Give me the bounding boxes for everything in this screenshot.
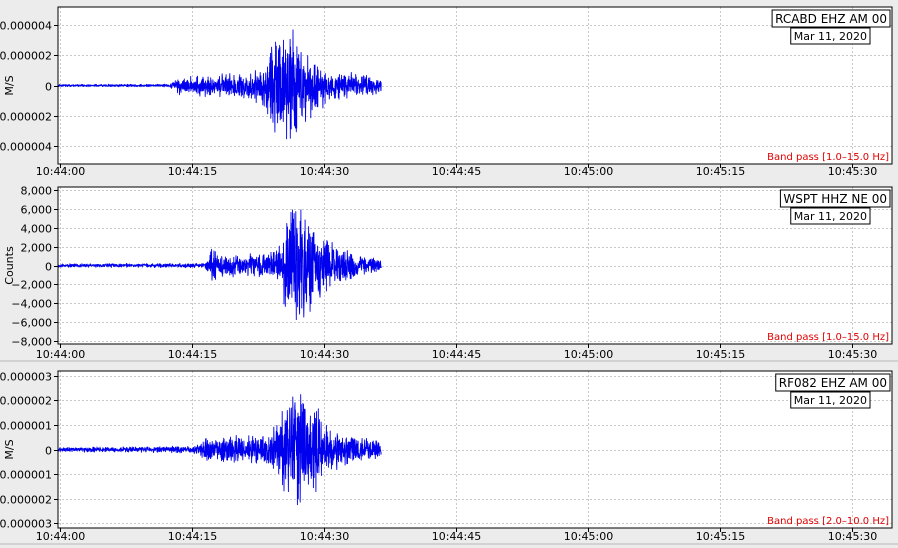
seismogram-panel-2: 8,000 6,000 4,000 2,000 0 −2,000 −4,000 −6,000 −…	[3, 185, 893, 361]
waveform-trace	[57, 29, 382, 140]
x-tick-label: 10:45:00	[564, 348, 613, 361]
y-tick-label: 0	[45, 81, 52, 94]
y-axis: 8,000 6,000 4,000 2,000 0 −2,000 −4,000 −6,000 −…	[11, 185, 58, 349]
y-axis-label: M/S	[3, 75, 16, 95]
x-tick-label: 10:45:15	[696, 165, 745, 178]
x-tick-label: 10:44:00	[36, 530, 85, 543]
x-tick-label: 10:44:30	[300, 348, 349, 361]
x-axis: 10:44:00 10:44:15 10:44:30 10:44:45 10:45:00…	[36, 344, 877, 361]
date-label-frame	[790, 27, 871, 45]
date-label: Mar 11, 2020	[794, 210, 867, 223]
y-tick-label: −6,000	[11, 317, 52, 330]
date-label-frame	[790, 207, 871, 225]
y-tick-label: 0.000003	[0, 371, 52, 384]
waveform-trace	[57, 394, 382, 506]
y-tick-label: 0.000001	[0, 420, 52, 433]
station-label-box: WSPT HHZ NE 00	[779, 189, 891, 208]
y-tick-label: 0.000001	[0, 469, 52, 482]
filter-label: Band pass [1.0–15.0 Hz]	[767, 152, 889, 163]
y-tick-label: 6,000	[21, 204, 53, 217]
x-tick-label: 10:45:15	[696, 348, 745, 361]
station-label: RCABD EHZ AM 00	[775, 12, 887, 26]
x-tick-label: 10:45:00	[564, 165, 613, 178]
y-tick-label: −4,000	[11, 298, 52, 311]
filter-label: Band pass [2.0–10.0 Hz]	[767, 516, 889, 527]
y-tick-label: 8,000	[21, 185, 53, 198]
y-axis-label: Counts	[3, 246, 16, 285]
filter-label: Band pass [1.0–15.0 Hz]	[767, 332, 889, 343]
y-tick-label: 2,000	[21, 242, 53, 255]
x-tick-label: 10:44:30	[300, 165, 349, 178]
y-axis: 0.000004 0.000002 0 0.000002 0.000004	[0, 20, 58, 154]
x-axis: 10:44:00 10:44:15 10:44:30 10:44:45 10:45:00…	[36, 164, 877, 178]
y-tick-label: 0	[45, 445, 52, 458]
x-tick-label: 10:44:00	[36, 348, 85, 361]
station-label-box: RCABD EHZ AM 00	[771, 9, 891, 28]
station-label-frame	[775, 373, 891, 392]
x-tick-label: 10:44:30	[300, 530, 349, 543]
y-tick-label: 0.000002	[0, 395, 52, 408]
station-label-box: RF082 EHZ AM 00	[775, 373, 891, 392]
y-tick-label: 0.000004	[0, 141, 52, 154]
y-tick-label: 0.000004	[0, 20, 52, 33]
grid-lines	[58, 7, 892, 164]
y-tick-label: 4,000	[21, 223, 53, 236]
date-label: Mar 11, 2020	[794, 30, 867, 43]
x-tick-label: 10:45:00	[564, 530, 613, 543]
y-tick-label: 0.000002	[0, 494, 52, 507]
y-tick-label: 0.000003	[0, 518, 52, 531]
x-tick-label: 10:44:15	[168, 530, 217, 543]
y-tick-label: 0.000002	[0, 111, 52, 124]
x-tick-label: 10:44:00	[36, 165, 85, 178]
y-tick-label: 0	[45, 261, 52, 274]
y-tick-label: −8,000	[11, 336, 52, 349]
seismogram-panel-1: 0.000004 0.000002 0 0.000002 0.000004 10:44:…	[0, 6, 893, 178]
x-tick-label: 10:44:45	[432, 348, 481, 361]
waveform-trace	[57, 209, 382, 321]
waveform-line	[57, 209, 382, 321]
station-label: WSPT HHZ NE 00	[783, 192, 887, 206]
y-tick-label: 0.000002	[0, 50, 52, 63]
seismogram-panel-3: 0.000003 0.000002 0.000001 0 0.000001 0.00000…	[0, 370, 893, 543]
station-label: RF082 EHZ AM 00	[779, 376, 887, 390]
date-label-box: Mar 11, 2020	[790, 207, 871, 225]
plot-frame	[57, 6, 893, 165]
date-label-box: Mar 11, 2020	[790, 391, 871, 409]
x-tick-label: 10:44:15	[168, 165, 217, 178]
y-tick-label: −2,000	[11, 279, 52, 292]
grid-lines	[58, 187, 892, 344]
y-axis-label: M/S	[3, 439, 16, 459]
y-axis: 0.000003 0.000002 0.000001 0 0.000001 0.00000…	[0, 371, 58, 531]
date-label-frame	[790, 391, 871, 409]
x-tick-label: 10:45:30	[828, 165, 877, 178]
plot-frame	[57, 370, 893, 529]
x-tick-label: 10:44:45	[432, 530, 481, 543]
x-tick-label: 10:44:45	[432, 165, 481, 178]
waveform-line	[57, 394, 382, 506]
station-label-frame	[771, 9, 891, 28]
x-tick-label: 10:45:30	[828, 530, 877, 543]
date-label: Mar 11, 2020	[794, 394, 867, 407]
x-tick-label: 10:45:15	[696, 530, 745, 543]
x-axis: 10:44:00 10:44:15 10:44:30 10:44:45 10:45:00…	[36, 528, 877, 543]
date-label-box: Mar 11, 2020	[790, 27, 871, 45]
grid-lines	[58, 371, 892, 528]
station-label-frame	[779, 189, 891, 208]
waveform-line	[57, 29, 382, 140]
x-tick-label: 10:45:30	[828, 348, 877, 361]
x-tick-label: 10:44:15	[168, 348, 217, 361]
plot-frame	[57, 186, 893, 345]
